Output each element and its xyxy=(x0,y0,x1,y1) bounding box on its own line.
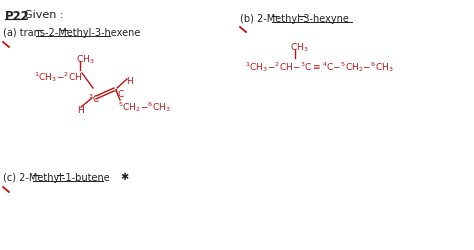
Text: $\mathsf{{}^1CH_3\!-\!{}^2CH}$: $\mathsf{{}^1CH_3\!-\!{}^2CH}$ xyxy=(34,70,82,84)
Text: ✱: ✱ xyxy=(120,172,128,182)
Text: $\mathsf{{}^1CH_3\!-\!{}^2CH\!-\!{}^3C{\equiv}{}^4C\!-\!{}^5CH_2\!-\!{}^6CH_3}$: $\mathsf{{}^1CH_3\!-\!{}^2CH\!-\!{}^3C{\… xyxy=(245,60,394,74)
Text: $\mathsf{CH_3}$: $\mathsf{CH_3}$ xyxy=(76,53,95,66)
Text: P22: P22 xyxy=(5,10,30,23)
Text: (a) trans-2-Methyl-3-hexene: (a) trans-2-Methyl-3-hexene xyxy=(3,28,140,38)
Text: (b) 2-Methyl-3-hexyne: (b) 2-Methyl-3-hexyne xyxy=(240,14,349,24)
Text: $\mathsf{{}^3C}$: $\mathsf{{}^3C}$ xyxy=(88,93,100,106)
Text: H: H xyxy=(77,106,84,115)
Text: (c) 2-Methyl-1-butene: (c) 2-Methyl-1-butene xyxy=(3,173,110,183)
Text: H: H xyxy=(126,77,133,86)
Text: $\mathsf{{}^4C}$: $\mathsf{{}^4C}$ xyxy=(113,88,125,101)
Text: $\mathsf{{}^5CH_2\!-\!{}^6CH_3}$: $\mathsf{{}^5CH_2\!-\!{}^6CH_3}$ xyxy=(118,100,171,114)
Text: $\mathsf{CH_3}$: $\mathsf{CH_3}$ xyxy=(290,42,309,54)
Text: Given :: Given : xyxy=(24,10,64,20)
